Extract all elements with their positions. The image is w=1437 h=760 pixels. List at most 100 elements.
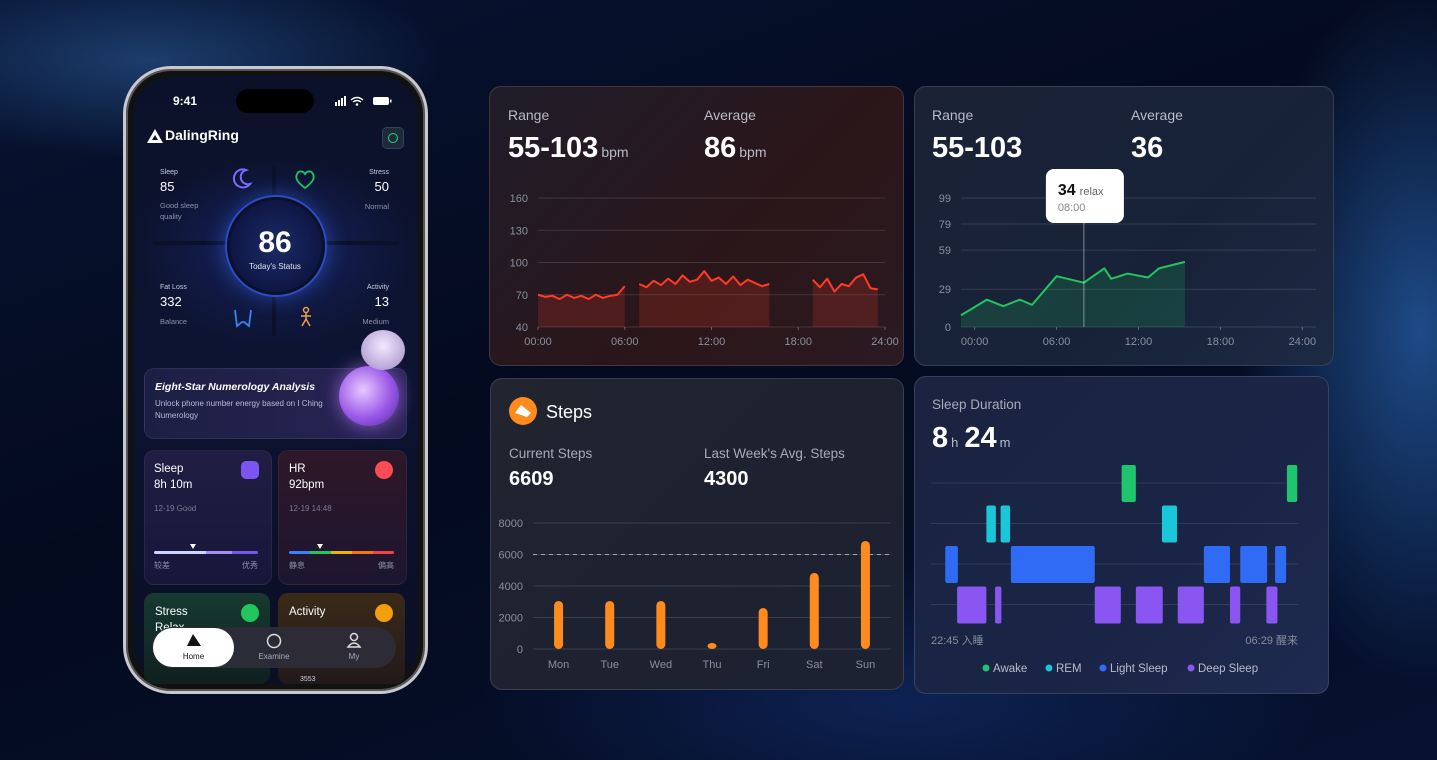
tooltip-state: relax [1080,186,1104,198]
card-icon [375,604,393,622]
metric-note: Medium [362,317,389,326]
card-value: 8h 10m [154,479,193,491]
tooltip-text: 34 relax [1058,182,1104,199]
duration-minutes: 24 [964,422,996,454]
range-value: 55-103 bpm [508,132,629,164]
heart-rate-panel: Range 55-103 bpm Average 86 bpm 40 70 100 130… [489,86,904,366]
sleep-segment [945,546,958,583]
card-icon [375,461,393,479]
scale-label: 偏高 [378,561,394,570]
sleep-segment [1275,546,1287,583]
x-tick-label: Fri [757,659,770,671]
sleep-panel: Sleep Duration 8 h 24 m 22:45 入睡 06:29 醒来 Awa… [914,376,1329,694]
line [537,270,878,301]
card-value: 92bpm [289,479,325,491]
range-label: Range [932,107,973,123]
card-title: Activity [289,606,326,618]
tab-label[interactable]: My [348,652,360,661]
x-tick-label: 12:00 [698,336,726,348]
steps-panel: Steps Current Steps 6609 Last Week's Avg… [490,378,904,690]
status-time: 9:41 [173,94,198,108]
fat-loss-icon [234,309,252,328]
steps-chart: Steps Current Steps 6609 Last Week's Avg… [499,397,891,671]
card-title: HR [289,463,306,475]
promo-text: Unlock phone number energy based on I Ch… [155,399,323,420]
sleep-segment [1000,505,1011,543]
legend-label: Awake [993,663,1027,675]
range-number: 55-103 [508,132,598,164]
sleep-segment [1203,546,1230,583]
metric-value: 332 [160,294,182,309]
legend-swatch [1187,664,1195,672]
card-icon [241,604,259,622]
sleep-segment [1286,465,1298,502]
average-label: Last Week's Avg. Steps [704,446,845,461]
x-tick-label: 06:00 [1043,336,1071,348]
x-tick-label: Wed [650,659,672,671]
tab-label[interactable]: Home [182,652,205,661]
scale-pointer [317,544,323,549]
tab-home[interactable] [153,628,234,667]
average-number: 86 [704,132,736,164]
average-value: 86 bpm [704,132,767,164]
stress-chart: Range 55-103 Average 36 0 29 59 79 99 00:00 06… [932,107,1316,348]
metric-value: 85 [160,179,175,194]
bar [554,600,564,649]
end-label: 06:29 醒来 [1245,634,1298,647]
bar [809,572,819,649]
sleep-segment [995,586,1002,624]
tab-icon [346,632,362,648]
status-icons [335,96,392,106]
legend-swatch [1099,664,1107,672]
tab-label[interactable]: Examine [258,652,290,661]
legend-label: REM [1056,663,1082,675]
line [960,260,1186,317]
average-value: 36 [1131,132,1163,164]
sleep-segment [1010,546,1095,583]
dynamic-island [236,89,314,113]
metric-label: Activity [366,284,389,291]
x-tick-label: 06:00 [611,336,639,348]
card-note: 12-19 14:48 [289,504,332,513]
x-tick-label: Sun [856,659,876,671]
heart-rate-chart: Range 55-103 bpm Average 86 bpm 4070100130… [508,107,899,348]
promo-orb [339,366,399,426]
metric-note: Balance [160,317,188,326]
card-icon [241,461,259,479]
scale-bar [154,551,258,554]
y-tick-label: 99 [939,193,951,205]
sleep-segment [1135,586,1163,624]
y-tick-label: 59 [939,245,951,257]
activity-icon [301,306,311,327]
metric-label: Stress [369,169,389,176]
status-ring [227,197,325,295]
sleep-segment [1266,586,1278,624]
y-tick-label: 4000 [499,581,523,593]
bar [656,600,666,649]
steps-icon-shoe [515,405,531,417]
y-tick-label: 100 [510,258,528,270]
ring-button[interactable] [382,127,404,149]
y-tick-label: 8000 [499,518,523,530]
metric-note: Good sleep quality [160,201,199,222]
x-tick-label: 18:00 [1207,336,1235,348]
legend-swatch [1045,664,1053,672]
y-tick-label: 70 [516,290,528,302]
y-tick-label: 40 [516,322,528,334]
current-value: 6609 [509,468,554,490]
y-tick-label: 130 [510,225,528,237]
bar [758,608,768,649]
range-unit: bpm [601,144,628,160]
sleep-segment [957,586,987,624]
panel-title: Sleep Duration [932,397,1021,412]
average-unit: bpm [739,144,766,160]
legend-swatch [982,664,990,672]
stress-icon [295,170,315,190]
card-title: Stress [155,606,188,618]
y-tick-label: 29 [939,284,951,296]
panel-title: Steps [546,402,592,422]
brand-name: DalingRing [165,127,239,143]
scale-label: 较差 [154,561,170,570]
area [961,261,1185,327]
